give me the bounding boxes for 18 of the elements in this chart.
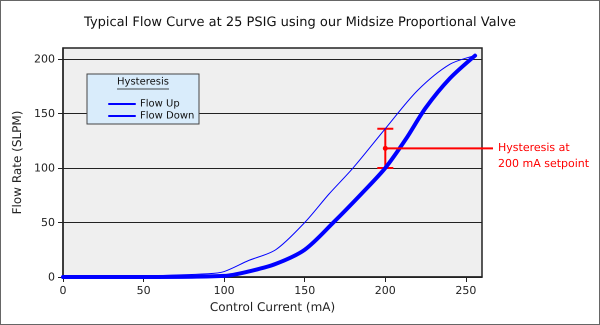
x-tick-label: 0 [60,284,66,297]
legend-label: Flow Down [140,110,194,122]
x-axis-title: Control Current (mA) [210,300,336,314]
annotation: Hysteresis at 200 mA setpoint [498,140,590,170]
legend-title: Hysteresis [117,76,169,88]
y-axis-title: Flow Rate (SLPM) [10,110,24,214]
legend-label: Flow Up [140,98,180,110]
y-tick-label: 150 [34,106,55,120]
y-tick-label: 0 [48,270,55,284]
chart-title: Typical Flow Curve at 25 PSIG using our Midsize Proportional Valve [83,15,516,30]
x-tick-label: 100 [214,284,235,297]
x-tick-label: 50 [136,284,151,297]
y-tick-label: 50 [41,216,55,229]
x-tick-label: 250 [455,284,476,297]
y-tick-label: 100 [34,161,55,174]
x-tick-label: 200 [374,284,396,297]
y-tick-label: 200 [34,52,55,66]
x-tick-label: 150 [294,284,316,297]
